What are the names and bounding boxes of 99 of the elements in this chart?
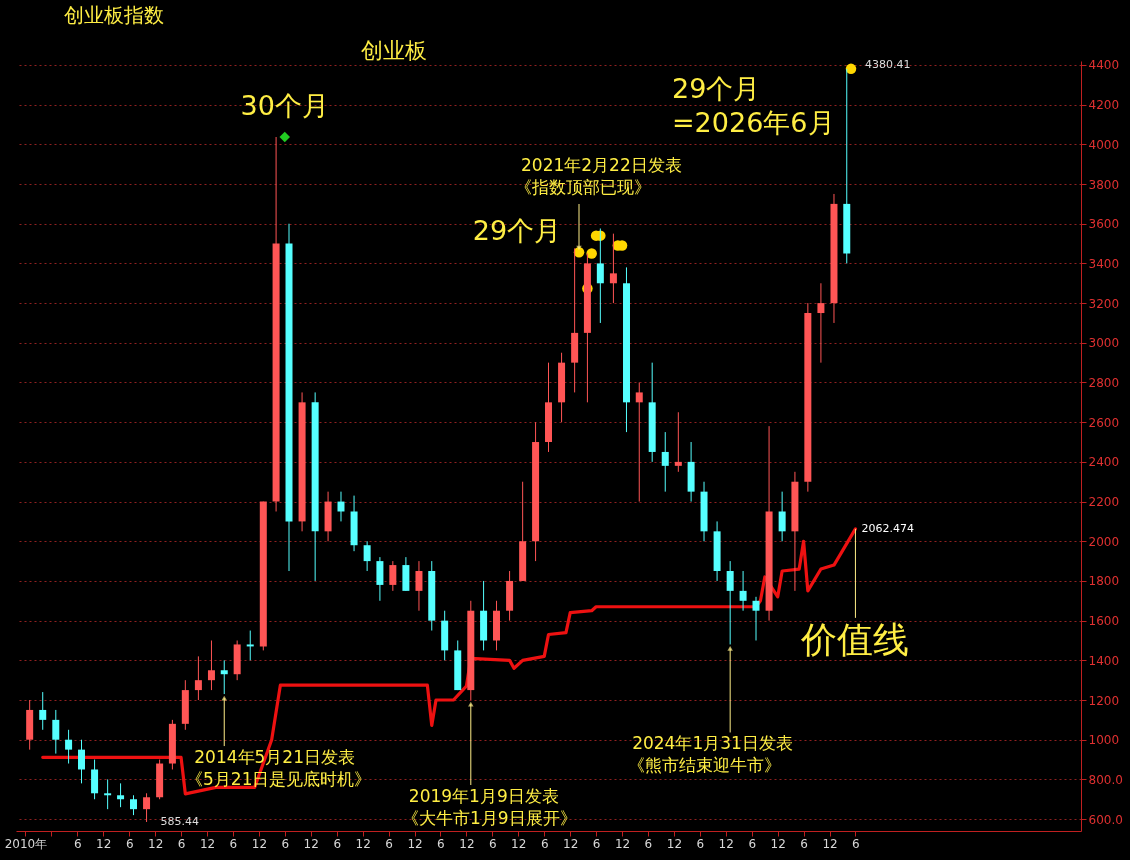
candlestick bbox=[52, 709, 60, 755]
y-tick-label: 2600 bbox=[1088, 415, 1120, 430]
candlestick bbox=[117, 782, 125, 808]
point bbox=[845, 63, 857, 75]
y-tick-label: 2200 bbox=[1088, 495, 1120, 510]
y-tick-label: 3800 bbox=[1088, 177, 1120, 192]
y-tick-label: 4400 bbox=[1088, 58, 1120, 73]
candlestick bbox=[246, 630, 254, 661]
candlestick bbox=[752, 596, 760, 641]
x-tick-label: 12 bbox=[459, 836, 475, 851]
annotation: 29个月 bbox=[672, 73, 761, 104]
y-tick-label: 1600 bbox=[1088, 614, 1120, 629]
x-tick-label: 6 bbox=[385, 836, 393, 851]
candlestick bbox=[739, 570, 747, 612]
annotation: =2026年6月 bbox=[672, 107, 835, 138]
annotation: 30个月 bbox=[240, 90, 329, 122]
x-tick-label: 12 bbox=[666, 836, 683, 851]
x-tick-label: 6 bbox=[437, 836, 445, 851]
y-tick-label: 4000 bbox=[1088, 137, 1120, 152]
annotation: 2021年2月22日发表 bbox=[521, 155, 682, 175]
x-tick-label: 6 bbox=[748, 836, 757, 851]
candlestick bbox=[78, 739, 85, 784]
candlestick bbox=[91, 759, 99, 800]
y-tick-label: 2000 bbox=[1088, 534, 1120, 549]
chart-title: 创业板指数 bbox=[64, 3, 165, 27]
x-tick-label: 12 bbox=[96, 836, 112, 851]
x-tick-label: 12 bbox=[770, 836, 786, 851]
x-tick-label: 6 bbox=[125, 836, 134, 851]
x-tick-label: 6 bbox=[333, 836, 342, 851]
x-tick-label: 12 bbox=[614, 836, 631, 851]
y-tick-label: 1200 bbox=[1088, 693, 1120, 708]
annotation: 2019年1月9日发表 bbox=[408, 786, 559, 807]
candlestick bbox=[726, 560, 734, 645]
x-tick-label: 6 bbox=[229, 836, 238, 851]
candlestick bbox=[674, 411, 682, 473]
y-tick-label: 2800 bbox=[1088, 375, 1120, 390]
annotation: 《熊市结束迎牛市》 bbox=[628, 755, 781, 775]
x-tick-label: 6 bbox=[488, 836, 497, 851]
annotation: 《大牛市1月9日展开》 bbox=[402, 808, 577, 828]
candlestick bbox=[817, 282, 825, 364]
x-tick-label: 12 bbox=[303, 836, 319, 851]
y-tick-label: 3000 bbox=[1088, 336, 1120, 351]
x-tick-label: 6 bbox=[644, 836, 653, 851]
candlestick bbox=[220, 659, 228, 695]
annotation: 2062.474 bbox=[861, 521, 914, 535]
candlestick bbox=[65, 729, 73, 765]
annotation: 4380.41 bbox=[865, 57, 911, 71]
candlestick bbox=[415, 560, 423, 612]
x-tick-label: 6 bbox=[592, 836, 601, 851]
annotation: 585.44 bbox=[160, 814, 200, 828]
x-tick-label: 6 bbox=[73, 836, 82, 851]
y-tick-label: 1800 bbox=[1088, 574, 1120, 589]
x-tick-label: 12 bbox=[355, 836, 371, 851]
candlestick bbox=[194, 655, 202, 701]
y-tick-label: 1000 bbox=[1088, 733, 1120, 748]
annotation: 2014年5月21日发表 bbox=[194, 747, 355, 768]
x-tick-label: 6 bbox=[177, 836, 186, 851]
x-tick-label: 6 bbox=[800, 836, 808, 851]
annotation: 2024年1月31日发表 bbox=[632, 733, 793, 754]
y-tick-label: 600.0 bbox=[1088, 812, 1123, 827]
candlestick bbox=[635, 381, 643, 503]
x-tick-label: 6 bbox=[696, 836, 705, 851]
candlestick bbox=[389, 560, 397, 592]
x-tick-label: 12 bbox=[563, 836, 579, 851]
candlestick bbox=[143, 792, 151, 823]
x-tick-label: 6 bbox=[852, 836, 860, 851]
candlestick bbox=[609, 233, 617, 304]
point bbox=[279, 131, 290, 143]
candlestick bbox=[129, 794, 137, 816]
x-tick-label: 6 bbox=[540, 836, 549, 851]
candlestick bbox=[39, 691, 47, 731]
x-tick-label: 6 bbox=[281, 836, 290, 851]
annotation: 《指数顶部已现》 bbox=[515, 177, 651, 197]
x-tick-label: 12 bbox=[148, 836, 164, 851]
y-tick-label: 800.0 bbox=[1088, 772, 1123, 787]
y-tick-label: 3400 bbox=[1088, 256, 1120, 271]
annotation: 创业板 bbox=[361, 38, 427, 63]
x-tick-label: 12 bbox=[822, 836, 838, 851]
annotation: 29个月 bbox=[472, 215, 562, 247]
y-tick-label: 4200 bbox=[1088, 98, 1120, 113]
y-tick-label: 1400 bbox=[1088, 653, 1120, 668]
point bbox=[586, 248, 597, 259]
candlestick bbox=[363, 540, 371, 572]
x-tick-label: 2010年 bbox=[4, 836, 48, 851]
candlestick bbox=[104, 778, 112, 810]
y-tick-label: 2400 bbox=[1088, 455, 1120, 470]
x-tick-label: 12 bbox=[199, 836, 216, 851]
x-tick-label: 12 bbox=[718, 836, 734, 851]
x-tick-label: 12 bbox=[407, 836, 423, 851]
candlestick bbox=[337, 491, 345, 522]
candlestick bbox=[661, 431, 669, 493]
series-label: 价值线 bbox=[800, 618, 910, 660]
x-tick-label: 12 bbox=[511, 836, 527, 851]
candlestick bbox=[207, 639, 215, 691]
y-tick-label: 3600 bbox=[1088, 217, 1120, 232]
candlestick bbox=[778, 491, 786, 542]
candlestick bbox=[376, 556, 384, 602]
x-tick-label: 12 bbox=[251, 836, 268, 851]
y-tick-label: 3200 bbox=[1088, 296, 1120, 311]
